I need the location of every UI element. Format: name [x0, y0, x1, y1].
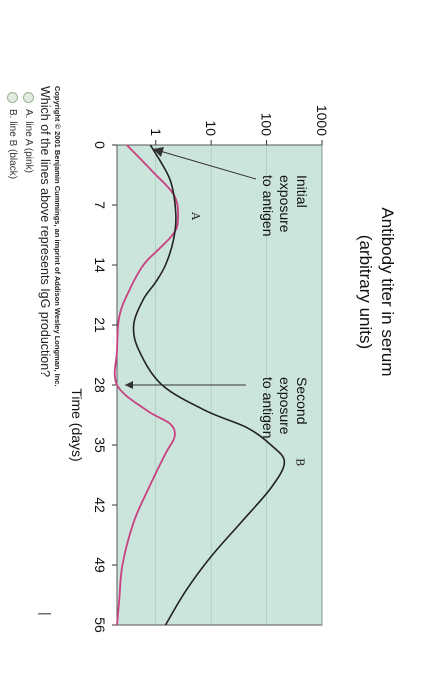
option-b[interactable]: B. line B (black) [7, 92, 18, 179]
annotation-2-line-2: exposure [277, 377, 293, 435]
x-tick-label: 42 [92, 497, 108, 513]
series-line-a [113, 144, 180, 626]
annotation-2-line-3: to antigen [260, 377, 276, 439]
x-tick-label: 0 [92, 141, 108, 149]
x-tick-label: 56 [92, 617, 108, 633]
chart-title-line-2: (arbitrary units) [356, 235, 375, 349]
annotation-1-line-1: Initial [294, 175, 310, 208]
y-axis-ticks: 1 10 100 1000 [148, 105, 330, 145]
option-b-label: B. line B (black) [7, 109, 18, 180]
chart-title-line-1: Antibody titer in serum [378, 207, 397, 376]
series-label-b: B [293, 458, 306, 466]
annotation-1-arrowhead [153, 147, 164, 157]
x-tick-label: 14 [92, 257, 108, 273]
radio-a[interactable] [23, 92, 34, 103]
annotation-1-line-3: to antigen [260, 175, 276, 237]
y-tick-label: 10 [203, 120, 219, 136]
x-tick-label: 49 [92, 557, 108, 573]
copyright-notice: Copyright © 2001 Benjamin Cummings, an i… [53, 86, 62, 387]
chart-title-group: Antibody titer in serum (arbitrary units… [356, 207, 397, 376]
option-a[interactable]: A. line A (pink) [23, 92, 34, 173]
option-a-label: A. line A (pink) [23, 109, 34, 173]
x-tick-label: 7 [92, 201, 108, 209]
annotation-2-line-1: Second [294, 377, 310, 424]
annotation-1-line-2: exposure [277, 175, 293, 233]
y-tick-label: 1000 [314, 105, 330, 136]
radio-b[interactable] [7, 92, 18, 103]
x-tick-label: 28 [92, 377, 108, 393]
y-tick-label: 100 [259, 113, 275, 137]
x-tick-label: 21 [92, 317, 108, 333]
x-tick-label: 35 [92, 437, 108, 453]
annotation-2-arrowhead [125, 381, 133, 389]
series-label-a: A [189, 211, 202, 221]
y-tick-label: 1 [148, 128, 164, 136]
annotation-1-arrow [152, 148, 257, 180]
right-edge-mark: | [38, 612, 54, 616]
x-axis-ticks: 0 7 14 21 28 35 42 49 56 [92, 141, 117, 633]
x-axis-title: Time (days) [69, 388, 85, 461]
question-text: Which of the lines above represents IgG … [38, 86, 52, 378]
